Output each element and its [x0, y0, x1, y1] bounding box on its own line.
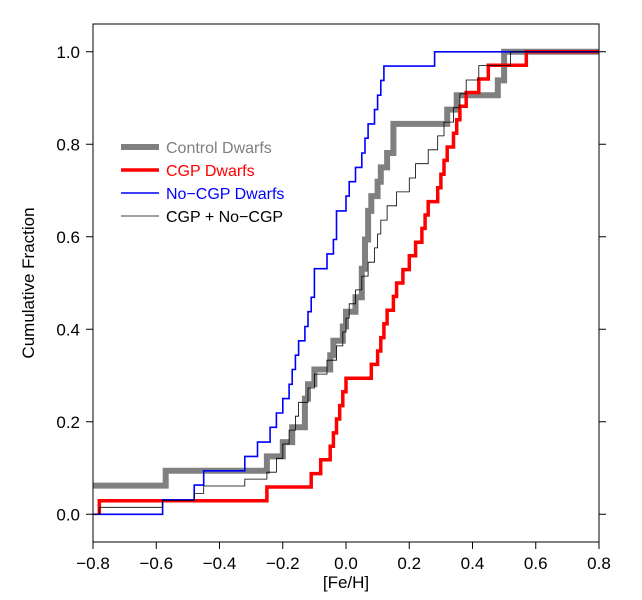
series-line-2	[97, 50, 599, 515]
legend-label-1: Control Dwarfs	[166, 140, 272, 157]
y-tick-label: 1.0	[56, 43, 80, 62]
y-tick-label: 0.0	[56, 505, 80, 524]
y-tick-label: 0.2	[56, 413, 80, 432]
y-axis: 0.0 0.2 0.4 0.6 0.8 1.0	[56, 43, 606, 524]
x-tick-label: −0.4	[203, 554, 237, 573]
y-tick-label: 0.6	[56, 228, 80, 247]
legend: Control Dwarfs CGP Dwarfs No−CGP Dwarfs CGP…	[121, 140, 284, 226]
x-tick-label: 0.8	[587, 554, 611, 573]
x-tick-label: −0.6	[139, 554, 173, 573]
y-tick-label: 0.8	[56, 135, 80, 154]
x-axis: −0.8 −0.6 −0.4 −0.2 0.0 0.2 0.4 0.6 0.8	[76, 542, 611, 573]
x-tick-label: 0.0	[334, 554, 358, 573]
y-axis-title: Cumulative Fraction	[19, 207, 38, 358]
series-layer	[93, 48, 599, 516]
series-line-4	[93, 51, 599, 515]
x-tick-label: 0.4	[461, 554, 485, 573]
series-line-1	[93, 48, 599, 489]
legend-label-2: CGP Dwarfs	[166, 163, 255, 180]
legend-label-4: CGP + No−CGP	[166, 209, 283, 226]
x-axis-title: [Fe/H]	[323, 573, 369, 592]
x-tick-label: 0.2	[397, 554, 421, 573]
y-tick-label: 0.4	[56, 320, 80, 339]
x-tick-label: 0.6	[524, 554, 548, 573]
legend-label-3: No−CGP Dwarfs	[166, 186, 284, 203]
x-tick-label: −0.8	[76, 554, 110, 573]
series-line-3	[93, 51, 599, 516]
x-tick-label: −0.2	[266, 554, 300, 573]
